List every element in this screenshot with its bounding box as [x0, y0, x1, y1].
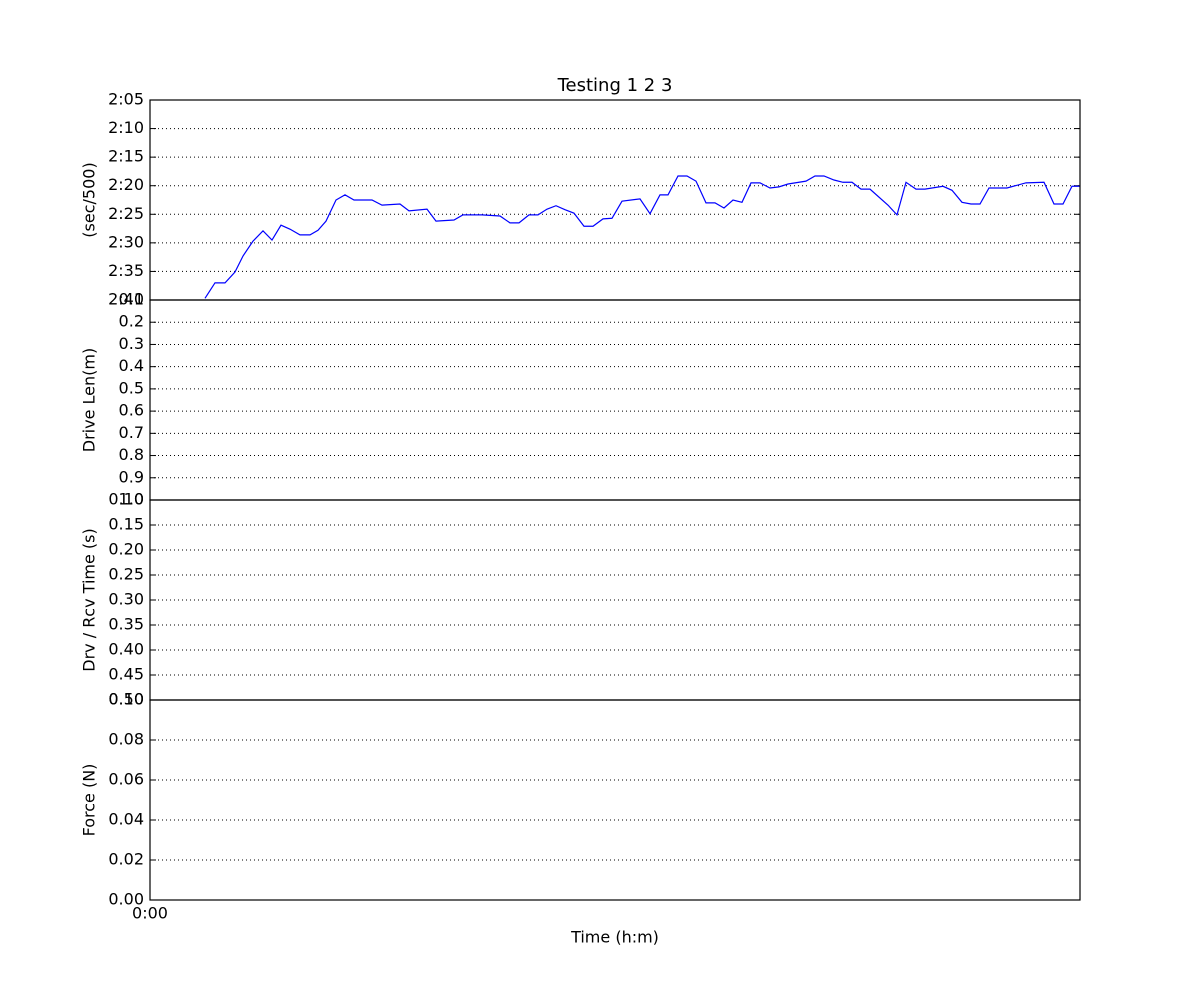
y-tick-label: 0.06 — [108, 770, 144, 789]
y-tick-label: 0.6 — [119, 401, 144, 420]
y-tick-label: 0.35 — [108, 615, 144, 634]
y-axis-label: Drive Len(m) — [80, 348, 99, 452]
y-tick-label: 2:20 — [108, 175, 144, 194]
y-tick-label: 0.40 — [108, 640, 144, 659]
y-tick-label: 2:10 — [108, 118, 144, 137]
y-tick-label: 0.10 — [108, 690, 144, 709]
y-tick-label: 0.3 — [119, 334, 144, 353]
y-tick-label: 0.9 — [119, 467, 144, 486]
y-tick-label: 0.8 — [119, 445, 144, 464]
y-axis-label: Drv / Rcv Time (s) — [80, 528, 99, 671]
y-tick-label: 0.15 — [108, 515, 144, 534]
y-tick-label: 0.04 — [108, 810, 144, 829]
plot-frame — [149, 699, 1081, 901]
y-tick-label: 2:15 — [108, 147, 144, 166]
y-tick-label: 0.50 — [108, 690, 144, 709]
y-tick-label: 2:25 — [108, 204, 144, 223]
y-tick-label: 0.02 — [108, 850, 144, 869]
y-tick-label: 0.10 — [108, 490, 144, 509]
chart-title: Testing 1 2 3 — [557, 75, 673, 96]
x-axis-label: Time (h:m) — [570, 928, 659, 947]
y-tick-label: 2:30 — [108, 232, 144, 251]
y-tick-label: 0.5 — [119, 378, 144, 397]
plot-frame — [149, 299, 1081, 501]
x-tick-label: 0:00 — [132, 904, 168, 923]
y-axis-label: (sec/500) — [80, 162, 99, 237]
y-tick-label: 2:05 — [108, 90, 144, 109]
y-tick-label: 2:35 — [108, 261, 144, 280]
y-tick-label: 1.0 — [119, 490, 144, 509]
y-axis-label: Force (N) — [80, 764, 99, 837]
y-tick-label: 0.25 — [108, 565, 144, 584]
y-tick-label: 0.00 — [108, 890, 144, 909]
y-tick-label: 0.4 — [119, 356, 144, 375]
y-tick-label: 0.1 — [119, 290, 144, 309]
y-tick-label: 2:40 — [108, 290, 144, 309]
y-tick-label: 0.08 — [108, 730, 144, 749]
series-line — [204, 175, 1080, 299]
y-tick-label: 0.45 — [108, 665, 144, 684]
y-tick-label: 0.20 — [108, 540, 144, 559]
y-tick-label: 0.2 — [119, 312, 144, 331]
plot-frame — [149, 99, 1081, 301]
y-tick-label: 0.7 — [119, 423, 144, 442]
y-tick-label: 0.30 — [108, 590, 144, 609]
